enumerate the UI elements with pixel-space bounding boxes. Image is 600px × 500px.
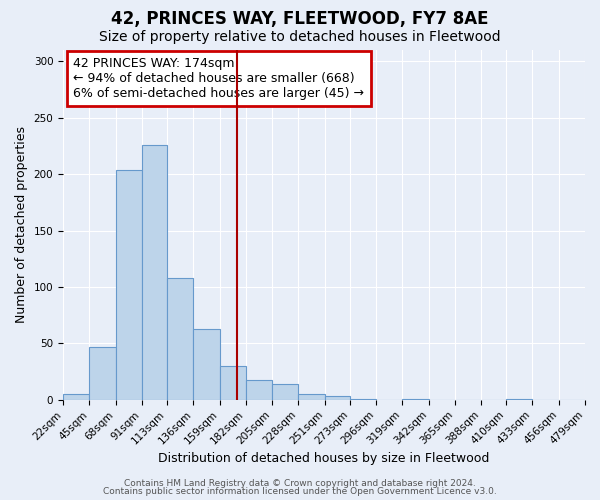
Text: Size of property relative to detached houses in Fleetwood: Size of property relative to detached ho…: [99, 30, 501, 44]
Text: Contains HM Land Registry data © Crown copyright and database right 2024.: Contains HM Land Registry data © Crown c…: [124, 478, 476, 488]
Text: Contains public sector information licensed under the Open Government Licence v3: Contains public sector information licen…: [103, 487, 497, 496]
Text: 42, PRINCES WAY, FLEETWOOD, FY7 8AE: 42, PRINCES WAY, FLEETWOOD, FY7 8AE: [111, 10, 489, 28]
Bar: [193, 329, 220, 400]
Text: 42 PRINCES WAY: 174sqm
← 94% of detached houses are smaller (668)
6% of semi-det: 42 PRINCES WAY: 174sqm ← 94% of detached…: [73, 57, 364, 100]
Bar: [89, 347, 116, 400]
Bar: [402, 398, 428, 400]
Bar: [272, 384, 298, 400]
Bar: [325, 396, 350, 400]
Bar: [167, 278, 193, 400]
Y-axis label: Number of detached properties: Number of detached properties: [15, 126, 28, 324]
Bar: [246, 380, 272, 400]
Bar: [350, 398, 376, 400]
Bar: [142, 145, 167, 400]
Bar: [220, 366, 246, 400]
Bar: [298, 394, 325, 400]
Bar: [506, 398, 532, 400]
Bar: [63, 394, 89, 400]
Bar: [116, 170, 142, 400]
X-axis label: Distribution of detached houses by size in Fleetwood: Distribution of detached houses by size …: [158, 452, 490, 465]
